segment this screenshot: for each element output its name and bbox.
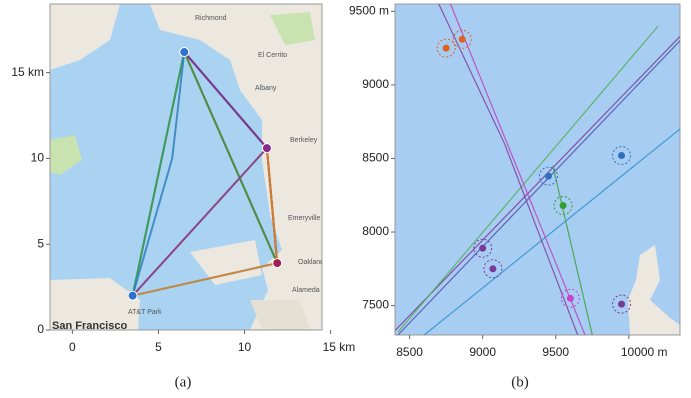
y-tick-label: 8000: [362, 224, 389, 238]
place-label: Berkeley: [290, 137, 318, 144]
node: [618, 152, 625, 159]
x-tick-label: 9500: [542, 345, 569, 359]
x-tick-label: 10000 m: [621, 345, 668, 359]
place-label: El Cerrito: [258, 52, 287, 59]
y-tick-label: 9000: [362, 77, 389, 91]
x-tick-label: 9000: [469, 345, 496, 359]
place-label: AT&T Park: [128, 309, 162, 316]
x-tick-label: 5: [155, 340, 162, 354]
place-label: Oakland: [298, 259, 324, 266]
x-tick-label: 10: [238, 340, 252, 354]
node: [459, 36, 466, 43]
node: [273, 259, 282, 268]
node: [479, 245, 486, 252]
node: [489, 265, 496, 272]
x-tick-label: 0: [69, 340, 76, 354]
node: [545, 173, 552, 180]
y-tick-label: 15 km: [11, 65, 44, 79]
node: [262, 144, 271, 153]
place-label: Richmond: [195, 15, 227, 22]
x-tick-label: 8500: [396, 345, 423, 359]
figure: Richmond El Cerrito Albany Berkeley Emeryvil…: [0, 0, 691, 398]
node: [128, 291, 137, 300]
y-tick-label: 5: [37, 236, 44, 250]
node: [618, 301, 625, 308]
y-tick-label: 10: [31, 151, 45, 165]
y-tick-label: 7500: [362, 298, 389, 312]
node: [443, 45, 450, 52]
node: [180, 48, 189, 57]
caption: (a): [175, 374, 192, 390]
place-label: Albany: [255, 85, 277, 92]
node: [560, 202, 567, 209]
place-label: Alameda Island: [292, 287, 340, 294]
y-tick-label: 9500 m: [349, 4, 389, 18]
node: [567, 295, 574, 302]
y-tick-label: 0: [37, 322, 44, 336]
x-tick-label: 15 km: [323, 340, 356, 354]
place-label: Emeryville: [288, 215, 320, 222]
caption: (b): [511, 374, 529, 390]
y-tick-label: 8500: [362, 151, 389, 165]
